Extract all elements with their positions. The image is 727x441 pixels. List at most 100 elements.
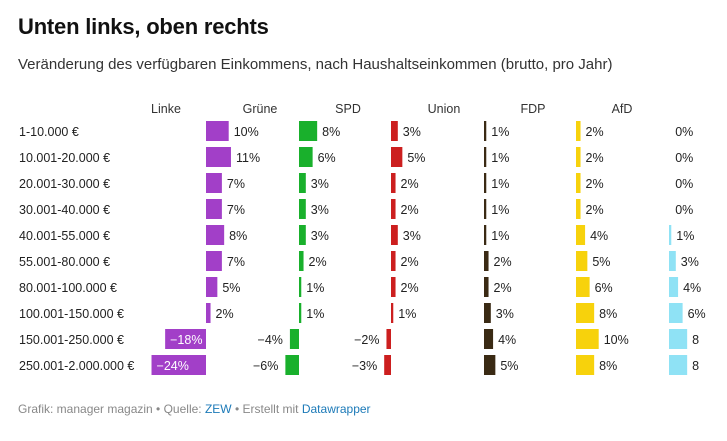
data-label-fdp: 8% bbox=[599, 307, 617, 321]
data-label-fdp: 2% bbox=[586, 203, 604, 217]
data-label-spd: −3% bbox=[352, 359, 377, 373]
data-label-afd: 4% bbox=[683, 281, 701, 295]
bar-gruene bbox=[299, 225, 306, 245]
bar-afd bbox=[669, 277, 679, 297]
data-label-union: 2% bbox=[494, 255, 512, 269]
category-label: 100.001-150.000 € bbox=[19, 307, 124, 321]
data-label-gruene: 6% bbox=[318, 151, 336, 165]
data-label-gruene: −4% bbox=[258, 333, 283, 347]
bar-linke bbox=[206, 303, 211, 323]
data-label-afd: 0% bbox=[675, 177, 693, 191]
bar-union bbox=[484, 147, 487, 167]
bar-gruene bbox=[289, 329, 299, 349]
bar-gruene bbox=[299, 173, 306, 193]
bar-spd bbox=[391, 277, 396, 297]
data-label-fdp: 4% bbox=[590, 229, 608, 243]
bar-linke bbox=[165, 329, 206, 349]
bar-fdp bbox=[576, 329, 599, 349]
data-label-afd: 8 bbox=[692, 359, 699, 373]
category-label: 10.001-20.000 € bbox=[19, 151, 110, 165]
data-label-gruene: 2% bbox=[309, 255, 327, 269]
source-link[interactable]: ZEW bbox=[204, 402, 232, 416]
bar-linke bbox=[206, 225, 225, 245]
data-label-linke: 8% bbox=[229, 229, 247, 243]
data-label-fdp: 2% bbox=[586, 151, 604, 165]
data-label-linke: 11% bbox=[236, 151, 260, 165]
bar-spd bbox=[384, 355, 391, 375]
bar-spd bbox=[391, 303, 394, 323]
series-header-afd: AfD bbox=[612, 102, 633, 116]
category-label: 250.001-2.000.000 € bbox=[19, 359, 134, 373]
data-label-fdp: 2% bbox=[586, 177, 604, 191]
data-label-spd: 3% bbox=[403, 125, 421, 139]
bar-union bbox=[484, 251, 489, 271]
bar-union bbox=[484, 121, 487, 141]
data-label-spd: 2% bbox=[401, 203, 419, 217]
bar-afd bbox=[669, 225, 672, 245]
data-label-fdp: 5% bbox=[592, 255, 610, 269]
bar-afd bbox=[669, 303, 683, 323]
bar-linke bbox=[151, 355, 206, 375]
bar-fdp bbox=[576, 147, 581, 167]
bar-gruene bbox=[299, 199, 306, 219]
bar-linke bbox=[206, 147, 231, 167]
data-label-gruene: 3% bbox=[311, 203, 329, 217]
data-label-linke: 2% bbox=[216, 307, 234, 321]
data-label-afd: 1% bbox=[676, 229, 694, 243]
data-label-fdp: 10% bbox=[604, 333, 629, 347]
bar-union bbox=[484, 329, 494, 349]
bar-linke bbox=[206, 199, 222, 219]
bar-union bbox=[484, 199, 487, 219]
bar-spd bbox=[391, 121, 398, 141]
data-label-spd: 2% bbox=[401, 281, 419, 295]
bar-linke bbox=[206, 277, 218, 297]
bar-gruene bbox=[285, 355, 299, 375]
series-header-gruene: Grüne bbox=[243, 102, 278, 116]
data-label-gruene: −6% bbox=[253, 359, 278, 373]
chart-footer: Grafik: manager magazin • Quelle: ZEW • … bbox=[18, 402, 371, 416]
bar-union bbox=[484, 225, 487, 245]
bar-gruene bbox=[299, 303, 302, 323]
data-label-afd: 0% bbox=[675, 125, 693, 139]
data-label-afd: 0% bbox=[675, 151, 693, 165]
data-label-union: 4% bbox=[498, 333, 516, 347]
data-label-linke: 7% bbox=[227, 255, 245, 269]
bar-union bbox=[484, 355, 496, 375]
data-label-union: 1% bbox=[491, 229, 509, 243]
data-label-fdp: 6% bbox=[595, 281, 613, 295]
footer-made-with: • Erstellt mit bbox=[231, 402, 302, 416]
category-label: 80.001-100.000 € bbox=[19, 281, 117, 295]
data-label-gruene: 1% bbox=[306, 307, 324, 321]
data-label-union: 2% bbox=[494, 281, 512, 295]
bar-fdp bbox=[576, 173, 581, 193]
series-header-spd: SPD bbox=[335, 102, 361, 116]
data-label-afd: 6% bbox=[688, 307, 706, 321]
chart-subtitle: Veränderung des verfügbaren Einkommens, … bbox=[18, 56, 613, 73]
bar-linke bbox=[206, 173, 222, 193]
bar-fdp bbox=[576, 355, 595, 375]
data-label-linke: −24% bbox=[157, 359, 189, 373]
bar-afd bbox=[669, 251, 676, 271]
datawrapper-link[interactable]: Datawrapper bbox=[301, 402, 371, 416]
data-label-gruene: 1% bbox=[306, 281, 324, 295]
bar-spd bbox=[391, 225, 398, 245]
data-label-spd: 3% bbox=[403, 229, 421, 243]
category-label: 150.001-250.000 € bbox=[19, 333, 124, 347]
bar-fdp bbox=[576, 251, 588, 271]
data-label-spd: 1% bbox=[398, 307, 416, 321]
bar-fdp bbox=[576, 303, 595, 323]
bar-linke bbox=[206, 251, 222, 271]
bar-spd bbox=[386, 329, 391, 349]
data-label-spd: 2% bbox=[401, 177, 419, 191]
bar-union bbox=[484, 303, 491, 323]
data-label-fdp: 2% bbox=[586, 125, 604, 139]
data-label-union: 1% bbox=[491, 177, 509, 191]
data-label-union: 1% bbox=[491, 203, 509, 217]
bar-spd bbox=[391, 199, 396, 219]
data-label-gruene: 3% bbox=[311, 229, 329, 243]
data-label-afd: 8 bbox=[692, 333, 699, 347]
category-label: 55.001-80.000 € bbox=[19, 255, 110, 269]
footer-credit: Grafik: manager magazin • Quelle: bbox=[18, 402, 205, 416]
data-label-union: 3% bbox=[496, 307, 514, 321]
data-label-union: 5% bbox=[500, 359, 518, 373]
